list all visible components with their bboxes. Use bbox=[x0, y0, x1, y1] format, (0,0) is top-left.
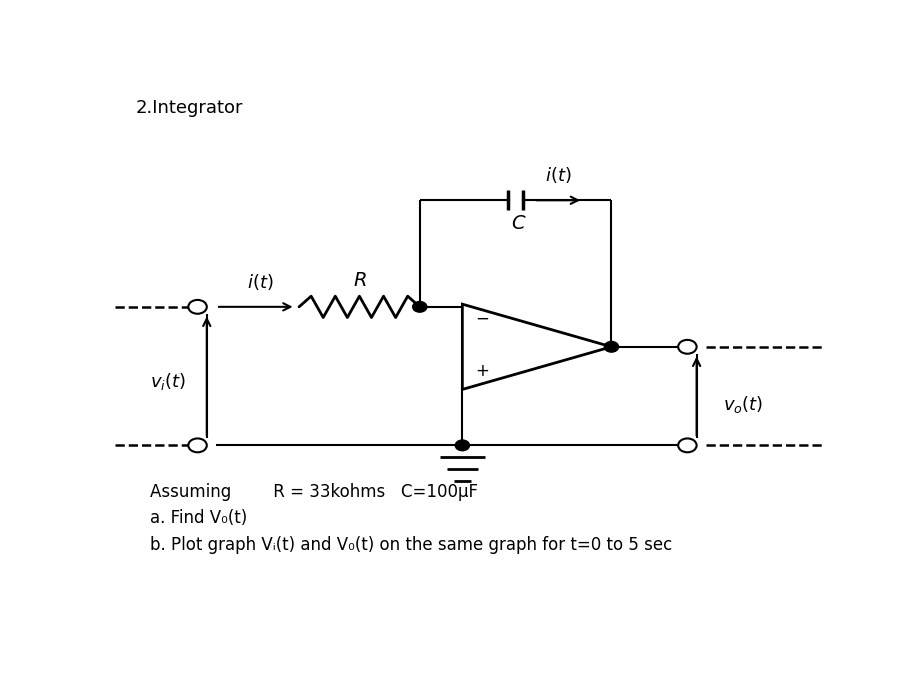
Text: a. Find V₀(t): a. Find V₀(t) bbox=[150, 509, 247, 527]
Text: $R$: $R$ bbox=[353, 271, 366, 290]
Text: $C$: $C$ bbox=[511, 214, 527, 233]
Text: $v_i(t)$: $v_i(t)$ bbox=[149, 371, 186, 392]
Circle shape bbox=[605, 341, 618, 352]
Circle shape bbox=[189, 300, 207, 313]
Circle shape bbox=[455, 440, 469, 450]
Text: b. Plot graph Vᵢ(t) and V₀(t) on the same graph for t=0 to 5 sec: b. Plot graph Vᵢ(t) and V₀(t) on the sam… bbox=[150, 536, 672, 554]
Text: Assuming        R = 33kohms   C=100μF: Assuming R = 33kohms C=100μF bbox=[150, 483, 478, 501]
Circle shape bbox=[412, 302, 427, 312]
Text: $v_o(t)$: $v_o(t)$ bbox=[723, 394, 763, 415]
Text: $-$: $-$ bbox=[475, 309, 489, 327]
Text: 2.Integrator: 2.Integrator bbox=[136, 99, 244, 117]
Text: $i(t)$: $i(t)$ bbox=[246, 272, 273, 292]
Text: $+$: $+$ bbox=[475, 362, 489, 380]
Circle shape bbox=[678, 439, 696, 453]
Circle shape bbox=[189, 439, 207, 453]
Text: $i(t)$: $i(t)$ bbox=[545, 165, 572, 185]
Circle shape bbox=[678, 340, 696, 354]
